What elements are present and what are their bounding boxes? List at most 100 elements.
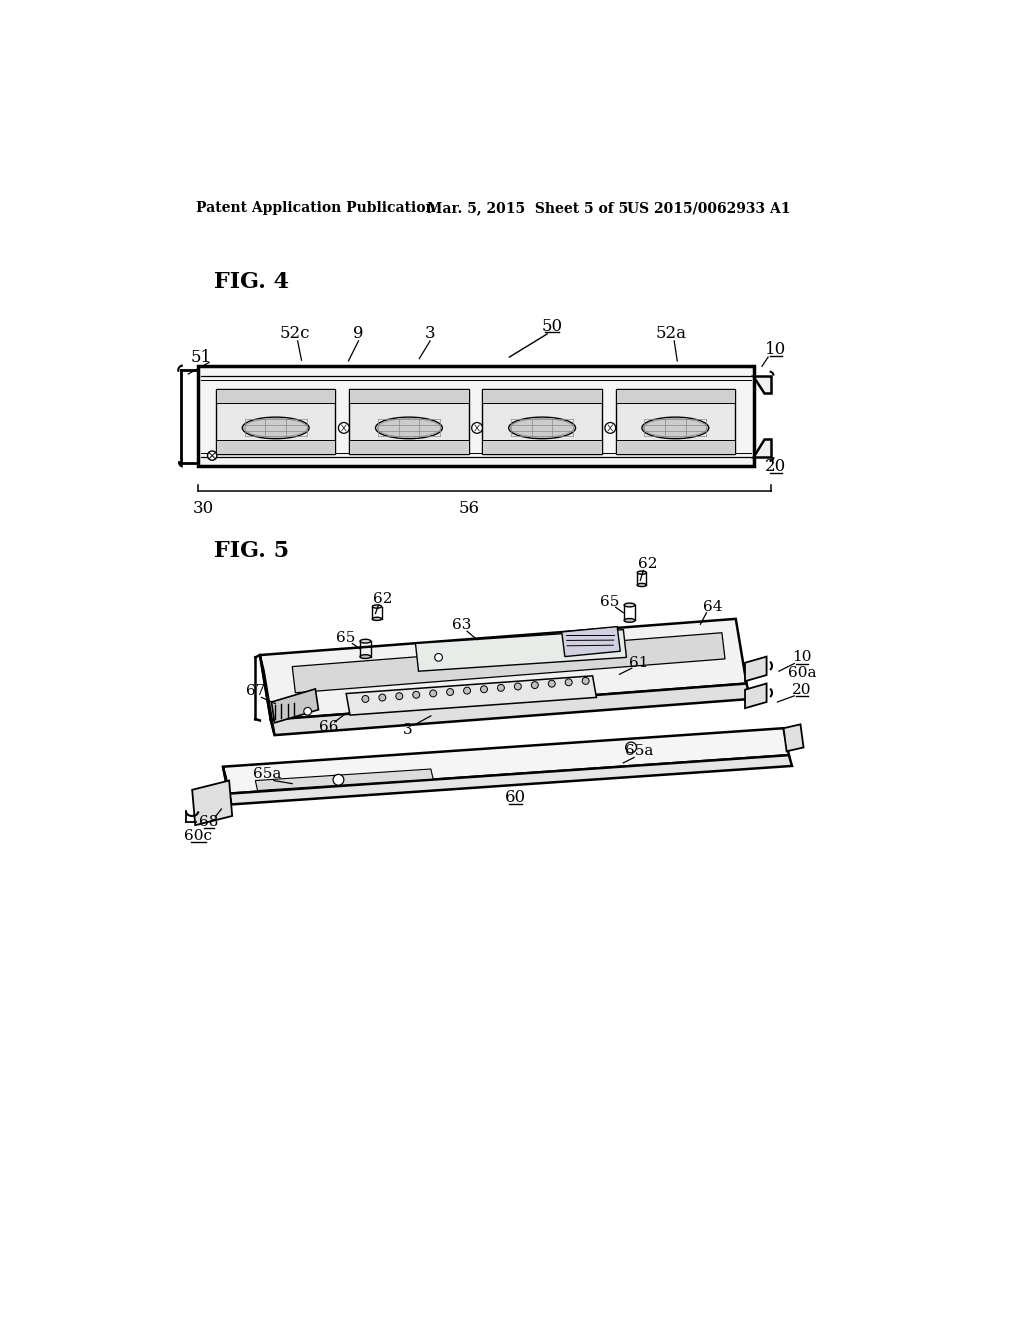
Text: 66: 66 [319, 719, 339, 734]
Text: 20: 20 [793, 682, 812, 697]
Polygon shape [216, 389, 336, 404]
Text: 20: 20 [765, 458, 786, 475]
Text: 30: 30 [194, 500, 214, 517]
Polygon shape [271, 689, 318, 723]
Text: 67: 67 [246, 684, 265, 698]
Circle shape [339, 422, 349, 433]
Ellipse shape [625, 603, 635, 607]
Text: 65: 65 [600, 595, 620, 609]
Text: FIG. 5: FIG. 5 [214, 540, 289, 562]
Text: 61: 61 [629, 656, 648, 669]
Polygon shape [193, 780, 232, 825]
Circle shape [208, 451, 217, 461]
Text: 60: 60 [505, 789, 526, 807]
Text: FIG. 4: FIG. 4 [214, 271, 289, 293]
Polygon shape [416, 630, 627, 671]
Circle shape [605, 422, 615, 433]
Polygon shape [260, 655, 274, 735]
Polygon shape [216, 441, 336, 454]
Circle shape [361, 696, 369, 702]
Text: Patent Application Publication: Patent Application Publication [196, 202, 435, 215]
Polygon shape [228, 755, 792, 804]
Polygon shape [255, 770, 433, 791]
Text: 62: 62 [638, 557, 657, 572]
Circle shape [531, 681, 539, 689]
Text: 60c: 60c [184, 829, 212, 843]
Text: US 2015/0062933 A1: US 2015/0062933 A1 [628, 202, 791, 215]
Text: 56: 56 [459, 500, 480, 517]
Circle shape [626, 742, 637, 752]
Ellipse shape [376, 417, 442, 438]
Polygon shape [482, 441, 602, 454]
Polygon shape [346, 676, 596, 715]
Polygon shape [753, 440, 771, 457]
Polygon shape [260, 619, 746, 719]
Ellipse shape [637, 572, 646, 574]
Polygon shape [482, 389, 602, 454]
Ellipse shape [642, 417, 709, 438]
Circle shape [480, 686, 487, 693]
Text: 3: 3 [403, 723, 413, 737]
Ellipse shape [243, 417, 309, 438]
Polygon shape [270, 684, 751, 735]
Text: Mar. 5, 2015  Sheet 5 of 5: Mar. 5, 2015 Sheet 5 of 5 [427, 202, 629, 215]
Circle shape [435, 653, 442, 661]
Polygon shape [216, 389, 336, 454]
Text: 65a: 65a [253, 767, 282, 781]
Circle shape [333, 775, 344, 785]
Polygon shape [783, 725, 804, 751]
Ellipse shape [373, 618, 382, 620]
Circle shape [583, 677, 589, 684]
Ellipse shape [360, 655, 371, 659]
Polygon shape [223, 729, 788, 793]
Ellipse shape [373, 605, 382, 609]
Polygon shape [745, 684, 767, 708]
Polygon shape [292, 632, 725, 693]
Ellipse shape [510, 418, 574, 437]
Circle shape [472, 422, 482, 433]
Polygon shape [199, 367, 755, 466]
Polygon shape [615, 389, 735, 454]
Polygon shape [562, 627, 621, 656]
Text: 10: 10 [793, 651, 812, 664]
Circle shape [498, 684, 505, 692]
Text: 3: 3 [425, 326, 435, 342]
Text: 52a: 52a [655, 326, 687, 342]
Text: 65a: 65a [625, 744, 653, 758]
Text: 64: 64 [702, 601, 722, 614]
Text: 50: 50 [542, 318, 562, 335]
Circle shape [304, 708, 311, 715]
Text: 63: 63 [452, 618, 471, 632]
Polygon shape [745, 656, 767, 681]
Text: 62: 62 [374, 591, 393, 606]
Circle shape [464, 688, 470, 694]
Text: 10: 10 [765, 341, 786, 358]
Text: 65: 65 [337, 631, 356, 645]
Polygon shape [753, 376, 771, 393]
Text: 51: 51 [190, 348, 212, 366]
Circle shape [430, 690, 436, 697]
Circle shape [396, 693, 402, 700]
Circle shape [565, 678, 572, 686]
Polygon shape [615, 389, 735, 404]
Polygon shape [349, 441, 469, 454]
Circle shape [413, 692, 420, 698]
Circle shape [514, 682, 521, 690]
Ellipse shape [643, 418, 708, 437]
Polygon shape [223, 767, 231, 804]
Ellipse shape [377, 418, 440, 437]
Ellipse shape [637, 583, 646, 586]
Polygon shape [482, 389, 602, 404]
Ellipse shape [360, 639, 371, 643]
Text: 68: 68 [200, 816, 219, 829]
Text: 9: 9 [353, 326, 364, 342]
Text: 60a: 60a [787, 665, 816, 680]
Text: 52c: 52c [280, 326, 310, 342]
Circle shape [379, 694, 386, 701]
Polygon shape [349, 389, 469, 454]
Ellipse shape [244, 418, 307, 437]
Ellipse shape [509, 417, 575, 438]
Polygon shape [349, 389, 469, 404]
Ellipse shape [625, 619, 635, 622]
Circle shape [446, 689, 454, 696]
